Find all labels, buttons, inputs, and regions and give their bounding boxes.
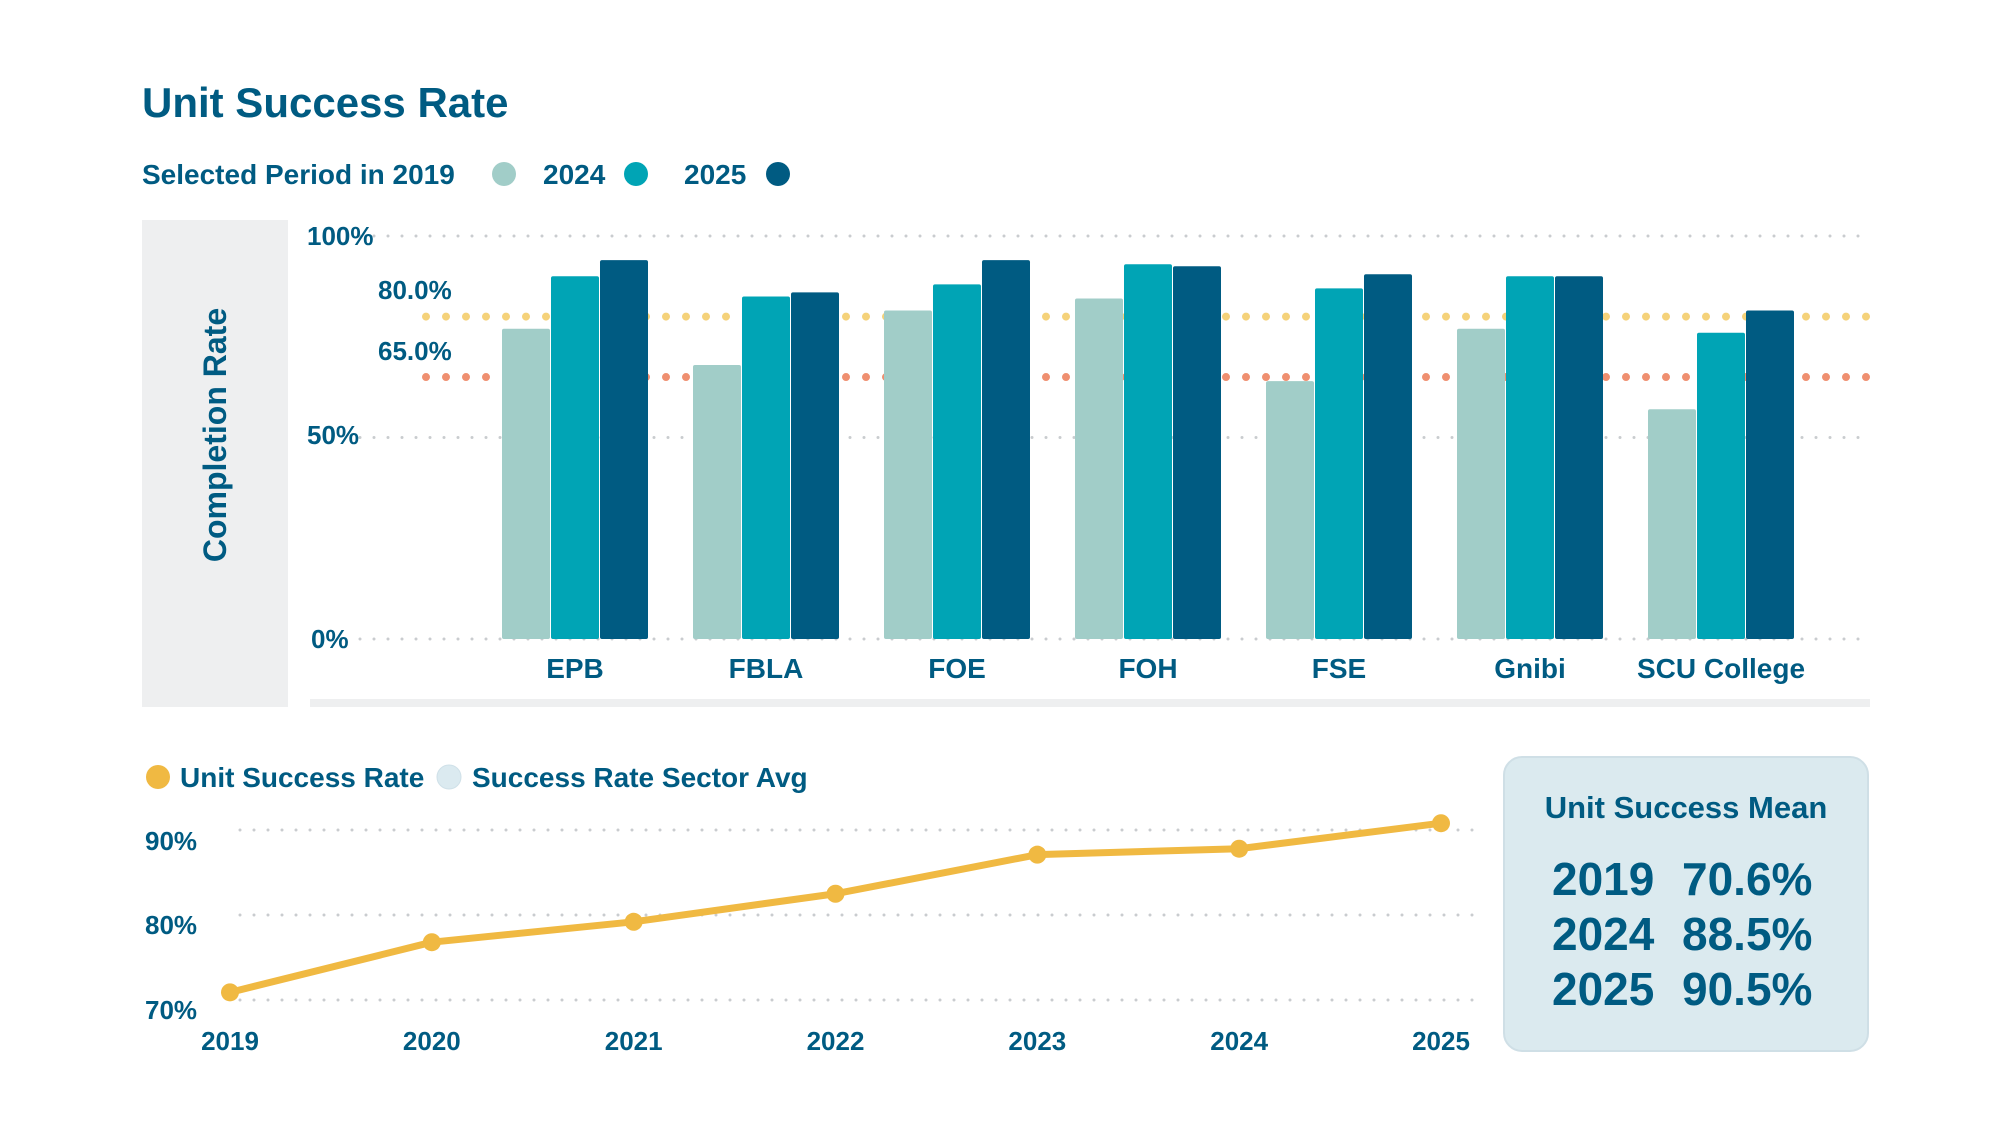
legend-swatch-2024 bbox=[624, 162, 648, 186]
x-tick: 2019 bbox=[201, 1026, 259, 1056]
bar-2019 bbox=[1075, 298, 1123, 639]
bar-2024 bbox=[1506, 276, 1554, 639]
legend-label-sector-avg: Success Rate Sector Avg bbox=[472, 762, 808, 793]
bar-2024 bbox=[551, 276, 599, 639]
bar-2019 bbox=[502, 328, 550, 639]
line-chart-grid bbox=[238, 828, 1478, 1002]
category-label: EPB bbox=[546, 653, 604, 684]
data-point bbox=[1432, 814, 1450, 833]
series-line bbox=[229, 819, 1442, 996]
legend-swatch-unit-success-rate bbox=[146, 765, 170, 789]
mean-value: 88.5% bbox=[1682, 908, 1812, 960]
data-point bbox=[624, 912, 643, 931]
mean-value: 70.6% bbox=[1682, 853, 1812, 905]
category-label: SCU College bbox=[1637, 653, 1805, 684]
bar-2019 bbox=[693, 364, 741, 639]
bar-2019 bbox=[1457, 328, 1505, 639]
bar-2019 bbox=[1266, 381, 1314, 639]
bar-2025 bbox=[1746, 310, 1794, 639]
mean-year: 2019 bbox=[1552, 853, 1654, 905]
legend-swatch-2019 bbox=[492, 162, 516, 186]
mean-value: 90.5% bbox=[1682, 963, 1812, 1015]
data-point bbox=[826, 884, 845, 903]
bar-2025 bbox=[982, 260, 1030, 639]
category-label: FOE bbox=[928, 653, 986, 684]
bar-2024 bbox=[1315, 288, 1363, 639]
bar-2025 bbox=[600, 260, 648, 639]
mean-year: 2024 bbox=[1552, 908, 1655, 960]
y-tick-0: 0% bbox=[311, 624, 349, 654]
line-legend: Unit Success Rate Success Rate Sector Av… bbox=[146, 762, 808, 793]
y-axis-label: Completion Rate bbox=[197, 308, 233, 562]
x-tick: 2022 bbox=[807, 1026, 865, 1056]
bar-2024 bbox=[933, 284, 981, 639]
mean-card-title: Unit Success Mean bbox=[1545, 790, 1828, 825]
bar-2025 bbox=[1173, 266, 1221, 639]
mean-card-background bbox=[1503, 756, 1869, 1052]
chart-title: Unit Success Rate bbox=[142, 79, 508, 126]
line-chart-y-ticks: 90% 80% 70% bbox=[145, 826, 197, 1025]
bar-series bbox=[502, 260, 1794, 639]
line-chart-x-ticks: 2019 2020 2021 2022 2023 2024 2025 bbox=[201, 1026, 1470, 1056]
y-axis-label-panel bbox=[142, 220, 288, 707]
bar-2019 bbox=[884, 310, 932, 639]
y-tick-80: 80% bbox=[145, 910, 197, 940]
y-tick-70: 70% bbox=[145, 995, 197, 1025]
legend-swatch-sector-avg bbox=[436, 764, 462, 790]
data-point bbox=[1028, 845, 1047, 864]
category-label: FBLA bbox=[729, 653, 804, 684]
data-point bbox=[221, 983, 239, 1002]
x-axis-baseline-bar bbox=[310, 699, 1870, 707]
unit-success-rate-series bbox=[221, 814, 1450, 1002]
legend-swatch-2025 bbox=[766, 162, 790, 186]
y-tick-50: 50% bbox=[307, 420, 359, 450]
y-tick-90: 90% bbox=[145, 826, 197, 856]
bar-2024 bbox=[742, 296, 790, 639]
legend-label-unit-success-rate: Unit Success Rate bbox=[180, 762, 424, 793]
bar-2025 bbox=[1364, 274, 1412, 639]
data-point bbox=[1230, 839, 1249, 858]
legend-prefix: Selected Period in 2019 bbox=[142, 159, 455, 190]
x-tick: 2024 bbox=[1210, 1026, 1268, 1056]
mean-year: 2025 bbox=[1552, 963, 1654, 1015]
bar-2024 bbox=[1697, 332, 1745, 639]
period-legend: Selected Period in 2019 2024 2025 bbox=[142, 159, 790, 190]
category-label: FOH bbox=[1118, 653, 1177, 684]
bar-chart-y-ticks: 100% 50% 0% bbox=[307, 221, 374, 654]
reference-label-65: 65.0% bbox=[378, 336, 452, 366]
bar-2019 bbox=[1648, 409, 1696, 639]
x-tick: 2020 bbox=[403, 1026, 461, 1056]
bar-chart-categories: EPB FBLA FOE FOH FSE Gnibi SCU College bbox=[546, 653, 1805, 684]
bar-2024 bbox=[1124, 264, 1172, 639]
y-tick-100: 100% bbox=[307, 221, 374, 251]
data-point bbox=[422, 933, 441, 952]
bar-2025 bbox=[1555, 276, 1603, 639]
legend-label-2024: 2024 bbox=[543, 159, 606, 190]
unit-success-mean-card: Unit Success Mean 2019 70.6% 2024 88.5% … bbox=[1503, 756, 1869, 1052]
x-tick: 2023 bbox=[1008, 1026, 1066, 1056]
category-label: FSE bbox=[1312, 653, 1366, 684]
x-tick: 2025 bbox=[1412, 1026, 1470, 1056]
reference-label-80: 80.0% bbox=[378, 275, 452, 305]
legend-label-2025: 2025 bbox=[684, 159, 746, 190]
x-tick: 2021 bbox=[605, 1026, 663, 1056]
bar-2025 bbox=[791, 292, 839, 639]
category-label: Gnibi bbox=[1494, 653, 1566, 684]
